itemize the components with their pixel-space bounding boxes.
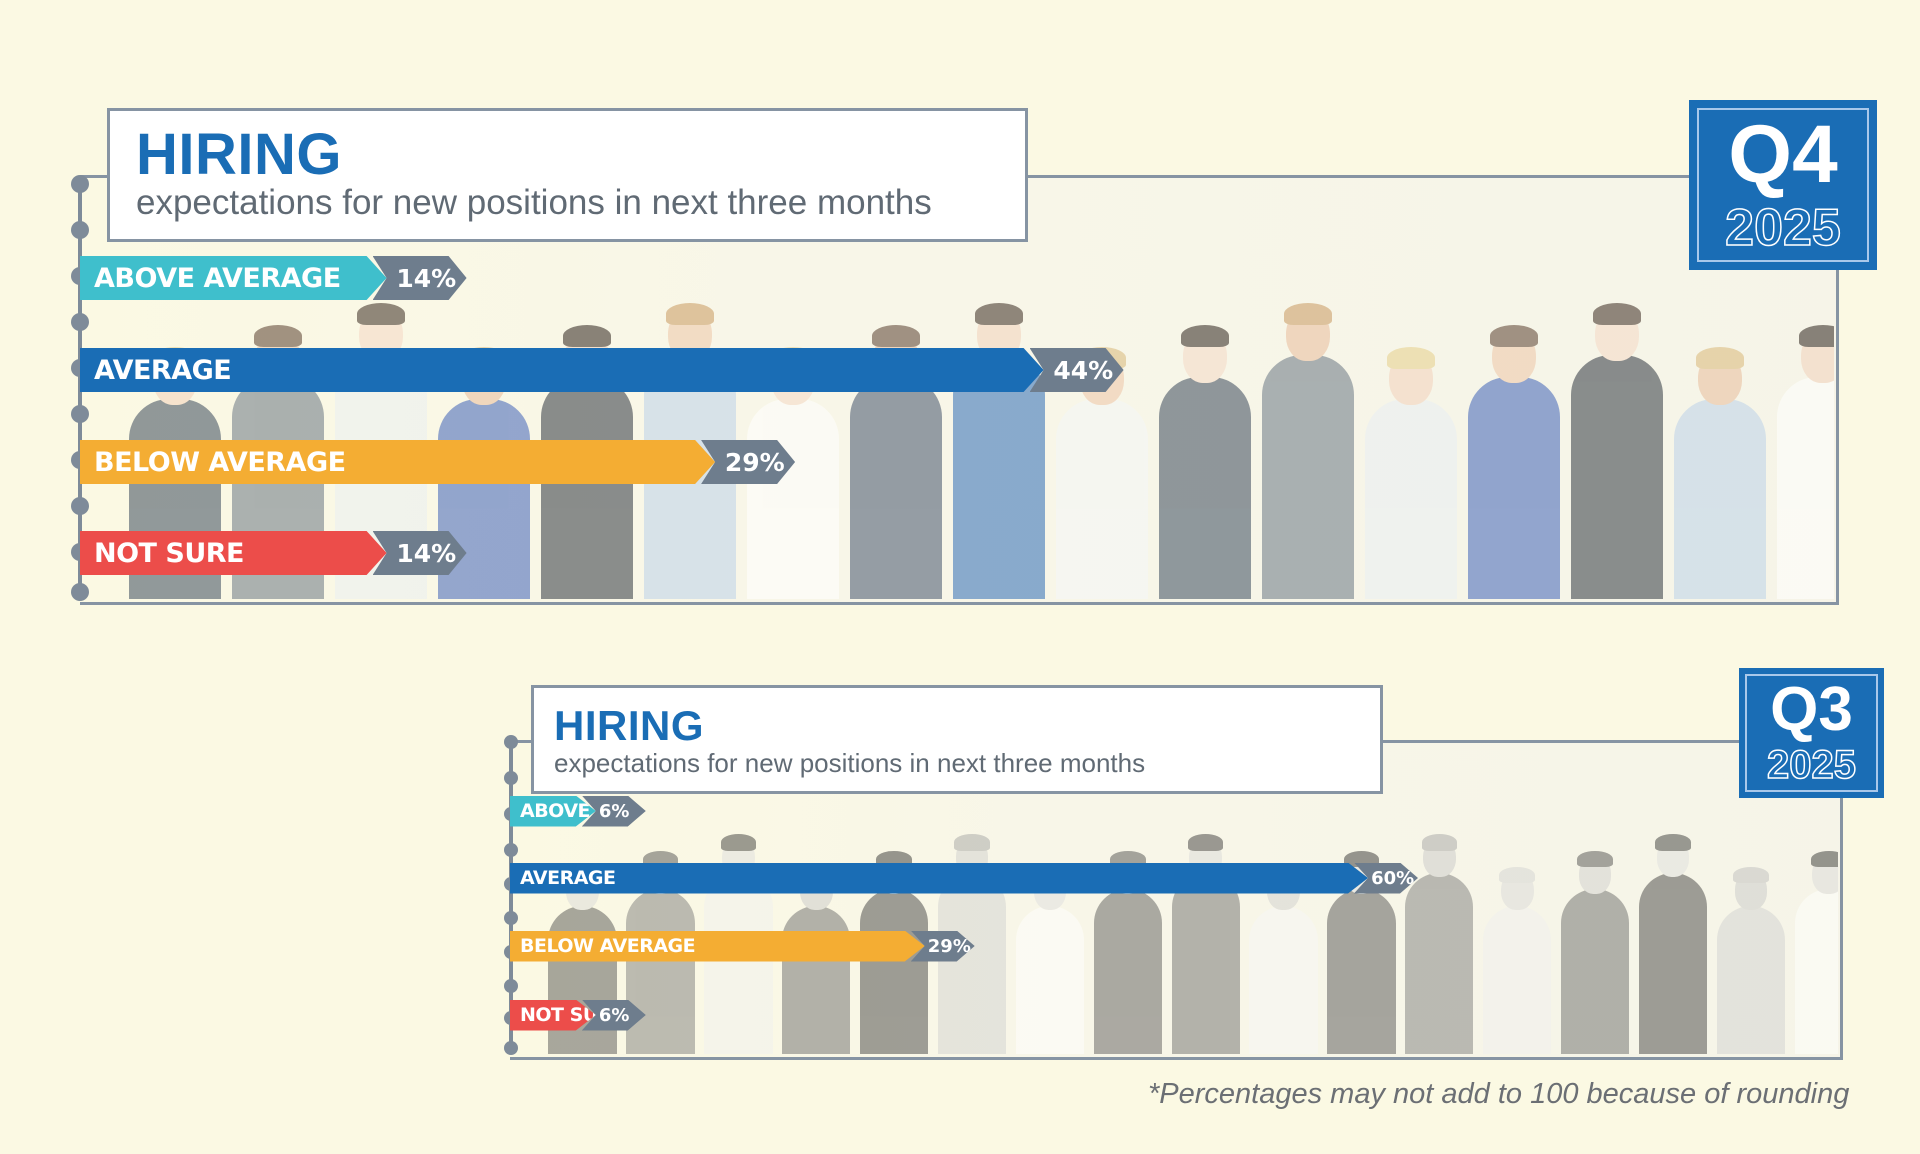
q4-bar-average: AVERAGE: [80, 348, 1044, 392]
worker-figure: [1483, 854, 1552, 1054]
worker-figure: [1638, 821, 1708, 1054]
q4-rail-dot: [71, 583, 89, 601]
worker-figure: [626, 837, 695, 1054]
worker-figure: [1327, 837, 1396, 1054]
worker-figure: [1560, 837, 1630, 1054]
q3-title: HIRING: [554, 702, 704, 749]
q4-value-label: 29%: [701, 440, 795, 484]
q4-year-label: 2025: [1724, 198, 1841, 258]
q4-value-label: 14%: [373, 531, 467, 575]
worker-figure: [1776, 307, 1834, 599]
q3-bar-below-average: BELOW AVERAGE: [510, 931, 925, 962]
worker-figure: [1364, 329, 1457, 599]
q3-bar-average: AVERAGE: [510, 863, 1368, 894]
q3-year-label: 2025: [1766, 742, 1856, 788]
worker-figure: [1794, 837, 1838, 1054]
q4-category-label: AVERAGE: [94, 354, 232, 386]
worker-figure: [1158, 307, 1251, 599]
q3-rail-dot: [504, 735, 518, 749]
q3-category-label: BELOW AVERAGE: [520, 935, 696, 957]
q4-title: HIRING: [136, 122, 342, 187]
worker-figure: [704, 821, 773, 1054]
q4-rail-dot: [71, 313, 89, 331]
q3-rail-dot: [504, 911, 518, 925]
worker-figure: [1570, 285, 1663, 599]
q4-subtitle: expectations for new positions in next t…: [136, 183, 932, 222]
q3-category-label: AVERAGE: [520, 867, 616, 889]
q3-quarter-badge: Q3 2025: [1739, 668, 1884, 798]
q3-rail-dot: [504, 843, 518, 857]
q4-rail-dot: [71, 175, 89, 193]
worker-figure: [1171, 821, 1240, 1054]
q3-rail-dot: [504, 979, 518, 993]
worker-figure: [1716, 854, 1785, 1054]
q4-hiring-chart: HIRING expectations for new positions in…: [71, 100, 1877, 605]
worker-figure: [1467, 307, 1560, 599]
q3-rail-dot: [504, 1041, 518, 1055]
q3-hiring-chart: HIRING expectations for new positions in…: [504, 668, 1884, 1060]
worker-figure: [1405, 821, 1474, 1054]
q4-bar-not-sure: NOT SURE: [80, 531, 387, 575]
q4-rail-dot: [71, 221, 89, 239]
q4-bar-above-average: ABOVE AVERAGE: [80, 256, 387, 300]
q4-bar-below-average: BELOW AVERAGE: [80, 440, 715, 484]
worker-figure: [860, 837, 929, 1054]
worker-figure: [1055, 329, 1148, 599]
q4-rail-dot: [71, 497, 89, 515]
q3-subtitle: expectations for new positions in next t…: [554, 748, 1146, 778]
q3-timeline-rail: [509, 742, 513, 1050]
q4-category-label: NOT SURE: [94, 537, 244, 569]
worker-figure: [1673, 329, 1766, 599]
worker-figure: [1261, 285, 1354, 599]
worker-figure: [541, 307, 634, 599]
worker-figure: [850, 307, 943, 599]
q4-quarter-badge: Q4 2025: [1689, 100, 1877, 270]
q4-category-label: BELOW AVERAGE: [94, 446, 346, 478]
q3-rail-dot: [504, 771, 518, 785]
q4-rail-dot: [71, 405, 89, 423]
footnote: *Percentages may not add to 100 because …: [1148, 1078, 1850, 1110]
q4-quarter-label: Q4: [1728, 109, 1838, 200]
q4-value-label: 44%: [1030, 348, 1124, 392]
q3-workers-photo: [514, 795, 1838, 1054]
q3-title-box: HIRING expectations for new positions in…: [531, 685, 1383, 794]
q4-value-label: 14%: [373, 256, 467, 300]
q4-title-box: HIRING expectations for new positions in…: [107, 108, 1028, 242]
q3-quarter-label: Q3: [1770, 675, 1853, 744]
q4-category-label: ABOVE AVERAGE: [94, 262, 341, 294]
